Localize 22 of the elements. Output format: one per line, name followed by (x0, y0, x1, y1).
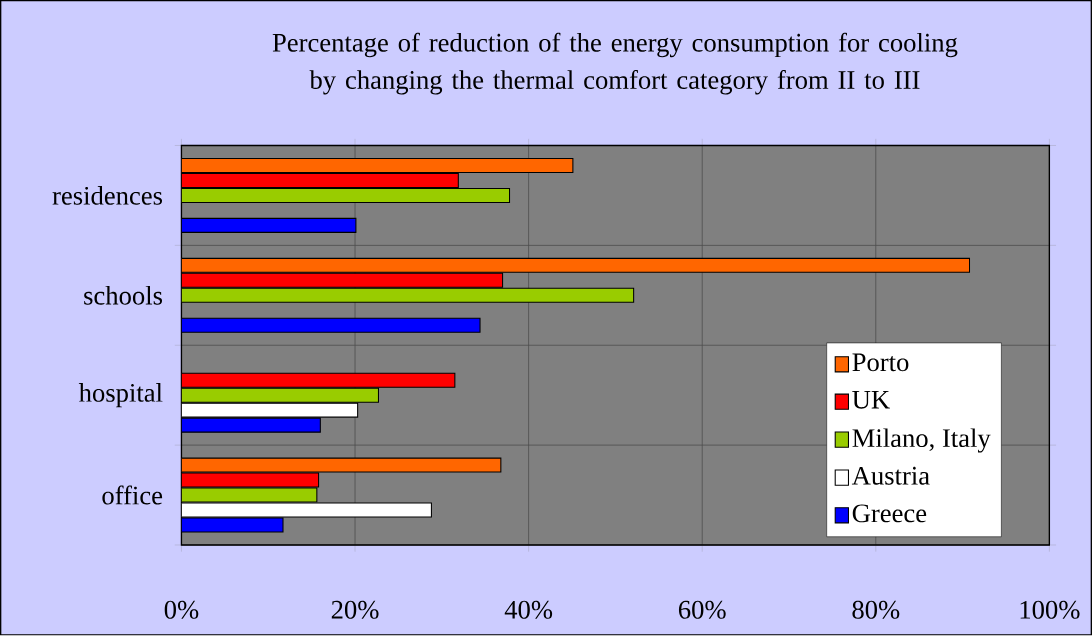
bar (181, 372, 456, 388)
chart-title: Percentage of reduction of the energy consumption for cooling by changing the thermal comfort category from II to III (272, 32, 958, 95)
bar (181, 173, 459, 189)
legend-label: Greece (852, 504, 927, 523)
x-tick-label: 40% (504, 600, 553, 620)
y-tick-label: residences (52, 186, 163, 206)
bar (181, 402, 359, 418)
legend-label: Austria (851, 467, 930, 485)
y-tick-label: hospital (78, 383, 163, 408)
x-tick-label: 0% (164, 600, 199, 620)
legend-label: Milano, Italy (852, 428, 991, 453)
legend-label: Porto (852, 353, 909, 372)
bar (181, 273, 504, 289)
y-tick-label: schools (84, 286, 163, 305)
x-tick-label: 100% (1020, 600, 1080, 620)
x-tick-label: 20% (331, 600, 379, 620)
bar (181, 317, 481, 334)
x-tick-label: 80% (852, 600, 900, 620)
legend-label: UK (852, 391, 890, 409)
bar (181, 218, 357, 234)
y-tick-label: office (102, 485, 163, 505)
x-tick-label: 60% (678, 600, 726, 620)
